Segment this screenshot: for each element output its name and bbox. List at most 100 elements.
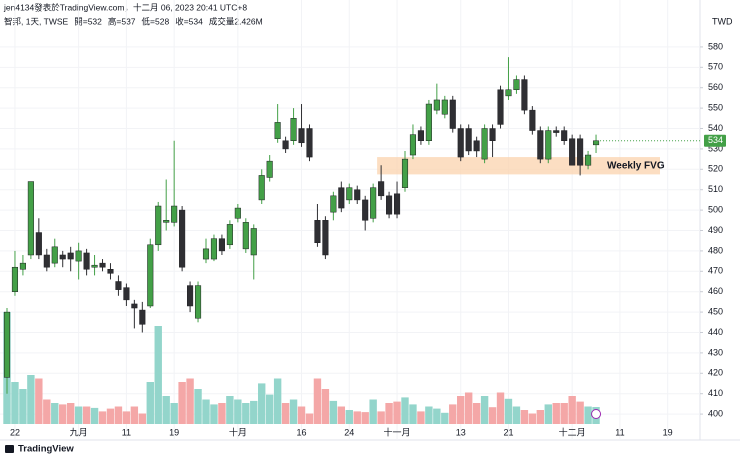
candle-body <box>362 199 369 221</box>
x-tick-label: 11 <box>122 427 131 437</box>
y-tick-label: 560 <box>708 82 723 92</box>
volume-bar <box>202 399 210 424</box>
candle-body <box>449 99 456 129</box>
candle-body <box>481 128 488 160</box>
candle-body <box>107 269 114 274</box>
candle-body <box>330 195 337 213</box>
volume-bar <box>313 378 322 424</box>
candle-body <box>577 138 584 166</box>
volume-bar <box>552 403 560 424</box>
y-tick-label: 570 <box>708 62 723 72</box>
y-tick-label: 400 <box>708 408 723 418</box>
candle-body <box>505 89 512 97</box>
volume-bar <box>178 382 186 424</box>
candle-body <box>282 140 289 150</box>
candle-body <box>473 140 480 152</box>
candle-body <box>75 250 82 262</box>
candle-body <box>529 109 536 131</box>
volume-bar <box>345 410 353 424</box>
candle-body <box>322 220 329 256</box>
x-tick-label: 19 <box>169 427 179 437</box>
volume-bar <box>51 403 59 424</box>
y-tick-label: 460 <box>708 286 723 296</box>
volume-bar <box>19 389 27 424</box>
candle-body <box>3 311 11 378</box>
candle-body <box>513 79 520 91</box>
candle-body <box>441 99 448 115</box>
candle-body <box>346 187 353 201</box>
x-tick-label: 21 <box>503 427 513 437</box>
volume-bar <box>496 392 505 424</box>
candle-body <box>314 220 321 243</box>
candle-body <box>99 262 106 268</box>
volume-bar <box>289 399 298 424</box>
candle-body <box>489 128 496 142</box>
volume-bar <box>536 410 545 424</box>
candle-body <box>497 89 504 125</box>
candle-body <box>425 103 432 142</box>
volume-bar <box>186 378 194 424</box>
volume-bar <box>584 406 592 424</box>
fvg-label: Weekly FVG <box>607 160 665 171</box>
symbol: 智邦, 1天, TWSE <box>4 16 69 26</box>
volume-bar <box>480 396 489 424</box>
x-tick-label: 十二月 <box>559 426 586 437</box>
volume-bar <box>417 411 425 424</box>
volume-bar <box>472 403 481 424</box>
volume-bar <box>433 408 441 424</box>
volume-bar <box>122 411 131 424</box>
volume-bar <box>449 404 457 424</box>
author-line: jen4134發表於TradingView.com，十二月 06, 2023 2… <box>3 2 247 12</box>
volume-bar <box>464 392 473 424</box>
volume-bar <box>281 403 290 424</box>
candle-body <box>171 205 178 223</box>
candle-body <box>354 189 361 201</box>
volume-bar <box>425 406 433 424</box>
logo <box>5 445 14 453</box>
x-tick-label: 十月 <box>229 426 247 437</box>
header-stat: 成交量2.426M <box>209 16 263 26</box>
y-tick-label: 510 <box>708 184 723 194</box>
candle-body <box>226 224 233 246</box>
candle-body <box>266 160 273 178</box>
volume-bar <box>337 406 346 424</box>
volume-bar <box>520 410 529 424</box>
candle-body <box>67 252 74 260</box>
currency: TWD <box>712 16 733 26</box>
volume-bar <box>242 403 250 424</box>
x-tick-label: 19 <box>663 427 673 437</box>
y-tick-label: 440 <box>708 327 723 337</box>
volume-bar <box>258 383 266 424</box>
volume-bar <box>305 413 314 424</box>
candle-body <box>83 252 90 270</box>
x-tick-label: 11 <box>615 427 624 437</box>
volume-bar <box>488 407 497 424</box>
volume-bar <box>170 403 178 424</box>
candle-body <box>561 130 568 142</box>
brand: TradingView <box>18 444 74 455</box>
volume-bar <box>568 396 576 424</box>
candle-body <box>131 303 138 309</box>
volume-bar <box>409 404 417 424</box>
y-tick-label: 420 <box>708 368 723 378</box>
candle-body <box>537 130 544 160</box>
y-tick-label: 410 <box>708 388 723 398</box>
candle-body <box>27 181 34 256</box>
volume-bar <box>512 406 521 424</box>
volume-bar <box>114 406 123 424</box>
candle-body <box>417 130 424 142</box>
candle-body <box>258 175 265 201</box>
candle-body <box>386 195 393 215</box>
volume-bar <box>82 406 91 424</box>
volume-bar <box>544 404 552 424</box>
x-tick-label: 16 <box>297 427 307 437</box>
volume-bar <box>11 382 19 424</box>
candle-body <box>242 222 249 250</box>
header-stat: 高=537 <box>108 16 136 26</box>
candle-body <box>298 128 305 144</box>
candle-body <box>545 130 552 160</box>
volume-bar <box>90 407 99 424</box>
volume-bar <box>138 413 147 424</box>
